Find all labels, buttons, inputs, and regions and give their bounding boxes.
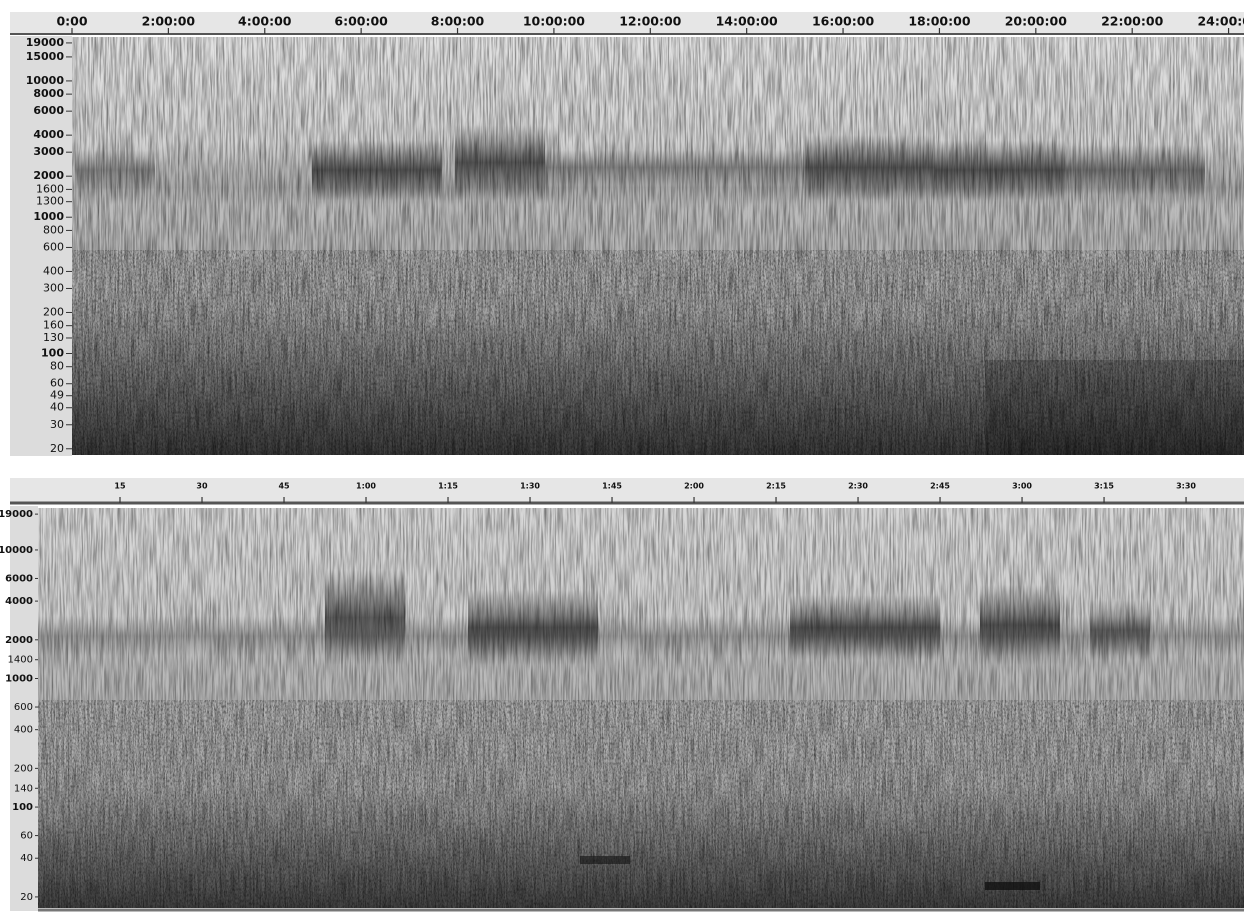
energy-band <box>325 570 405 665</box>
x-tick-label: 3:30 <box>1176 482 1196 491</box>
energy-band <box>312 140 442 200</box>
x-tick-label: 22:00:00 <box>1101 14 1163 29</box>
y-tick-label: 40 <box>20 853 33 864</box>
energy-band <box>580 856 630 864</box>
y-tick-label: 130 <box>43 331 64 344</box>
y-tick-label: 10000 <box>26 74 65 87</box>
y-tick-label: 1600 <box>36 182 64 195</box>
energy-band <box>75 150 155 190</box>
y-tick-label: 19000 <box>26 36 65 49</box>
x-tick-label: 14:00:00 <box>716 14 778 29</box>
x-tick-label: 2:00:00 <box>142 14 196 29</box>
y-tick-label: 6000 <box>5 573 33 584</box>
y-tick-label: 6000 <box>33 104 64 117</box>
page: 0:00 2:00:00 4:00:00 6:00:00 8:00:00 10:00:00… <box>0 0 1244 919</box>
energy-band <box>790 595 940 660</box>
energy-band <box>985 882 1040 890</box>
y-tick-label: 10000 <box>0 545 33 556</box>
y-tick-label: 15000 <box>26 50 65 63</box>
y-tick-label: 60 <box>20 831 33 842</box>
x-tick-label: 2:30 <box>848 482 868 491</box>
y-tick-label: 40 <box>50 401 64 414</box>
energy-band <box>935 140 1065 200</box>
y-tick-label: 200 <box>14 763 33 774</box>
x-tick-label: 0:00 <box>56 14 87 29</box>
y-tick-label: 1400 <box>8 655 33 666</box>
x-tick-label: 12:00:00 <box>619 14 681 29</box>
y-tick-label: 4000 <box>33 128 64 141</box>
x-tick-label: 4:00:00 <box>238 14 292 29</box>
x-tick-label: 1:30 <box>520 482 540 491</box>
spectrogram-grain <box>38 700 1244 908</box>
energy-band <box>805 135 935 200</box>
x-tick-label: 24:00:00 <box>1197 14 1244 29</box>
y-tick-label: 80 <box>50 360 64 373</box>
y-tick-label: 2000 <box>5 635 33 646</box>
energy-band <box>985 360 1244 455</box>
x-tick-label: 1:45 <box>602 482 622 491</box>
y-tick-label: 400 <box>14 725 33 736</box>
y-tick-label: 2000 <box>33 169 64 182</box>
y-tick-label: 140 <box>14 783 33 794</box>
y-tick-label: 8000 <box>33 87 64 100</box>
y-tick-label: 3000 <box>33 145 64 158</box>
x-tick-label: 1:00 <box>356 482 376 491</box>
y-tick-label: 800 <box>43 223 64 236</box>
y-tick-label: 600 <box>43 240 64 253</box>
x-tick-label: 30 <box>196 482 208 491</box>
energy-band <box>545 150 805 185</box>
spectrogram-view: 0:00 2:00:00 4:00:00 6:00:00 8:00:00 10:00:00… <box>0 0 1244 919</box>
x-tick-label: 3:15 <box>1094 482 1114 491</box>
y-tick-label: 19000 <box>0 509 33 520</box>
energy-band <box>468 590 598 665</box>
x-tick-label: 18:00:00 <box>908 14 970 29</box>
energy-band <box>980 585 1060 665</box>
y-tick-label: 4000 <box>5 596 33 607</box>
x-tick-label: 20:00:00 <box>1005 14 1067 29</box>
x-tick-label: 10:00:00 <box>523 14 585 29</box>
y-tick-label: 160 <box>43 319 64 332</box>
y-tick-label: 100 <box>12 802 33 813</box>
x-tick-label: 1:15 <box>438 482 458 491</box>
energy-band <box>1065 145 1205 195</box>
y-tick-label: 200 <box>43 305 64 318</box>
x-tick-label: 8:00:00 <box>431 14 485 29</box>
timeline-header <box>10 478 1244 503</box>
y-tick-label: 20 <box>20 892 33 903</box>
y-tick-label: 20 <box>50 442 64 455</box>
y-tick-label: 1300 <box>36 195 64 208</box>
energy-band <box>1090 600 1150 660</box>
y-tick-label: 1000 <box>33 210 64 223</box>
x-tick-label: 2:00 <box>684 482 704 491</box>
x-tick-label: 3:00 <box>1012 482 1032 491</box>
y-tick-label: 400 <box>43 264 64 277</box>
x-tick-label: 45 <box>278 482 290 491</box>
x-tick-label: 16:00:00 <box>812 14 874 29</box>
x-tick-label: 2:45 <box>930 482 950 491</box>
y-tick-label: 1000 <box>5 674 33 685</box>
energy-band <box>455 125 545 200</box>
y-tick-label: 300 <box>43 281 64 294</box>
x-tick-label: 2:15 <box>766 482 786 491</box>
y-tick-label: 30 <box>50 418 64 431</box>
x-tick-label: 6:00:00 <box>334 14 388 29</box>
y-tick-label: 100 <box>41 346 64 359</box>
x-tick-label: 15 <box>114 482 126 491</box>
y-tick-label: 600 <box>14 702 33 713</box>
